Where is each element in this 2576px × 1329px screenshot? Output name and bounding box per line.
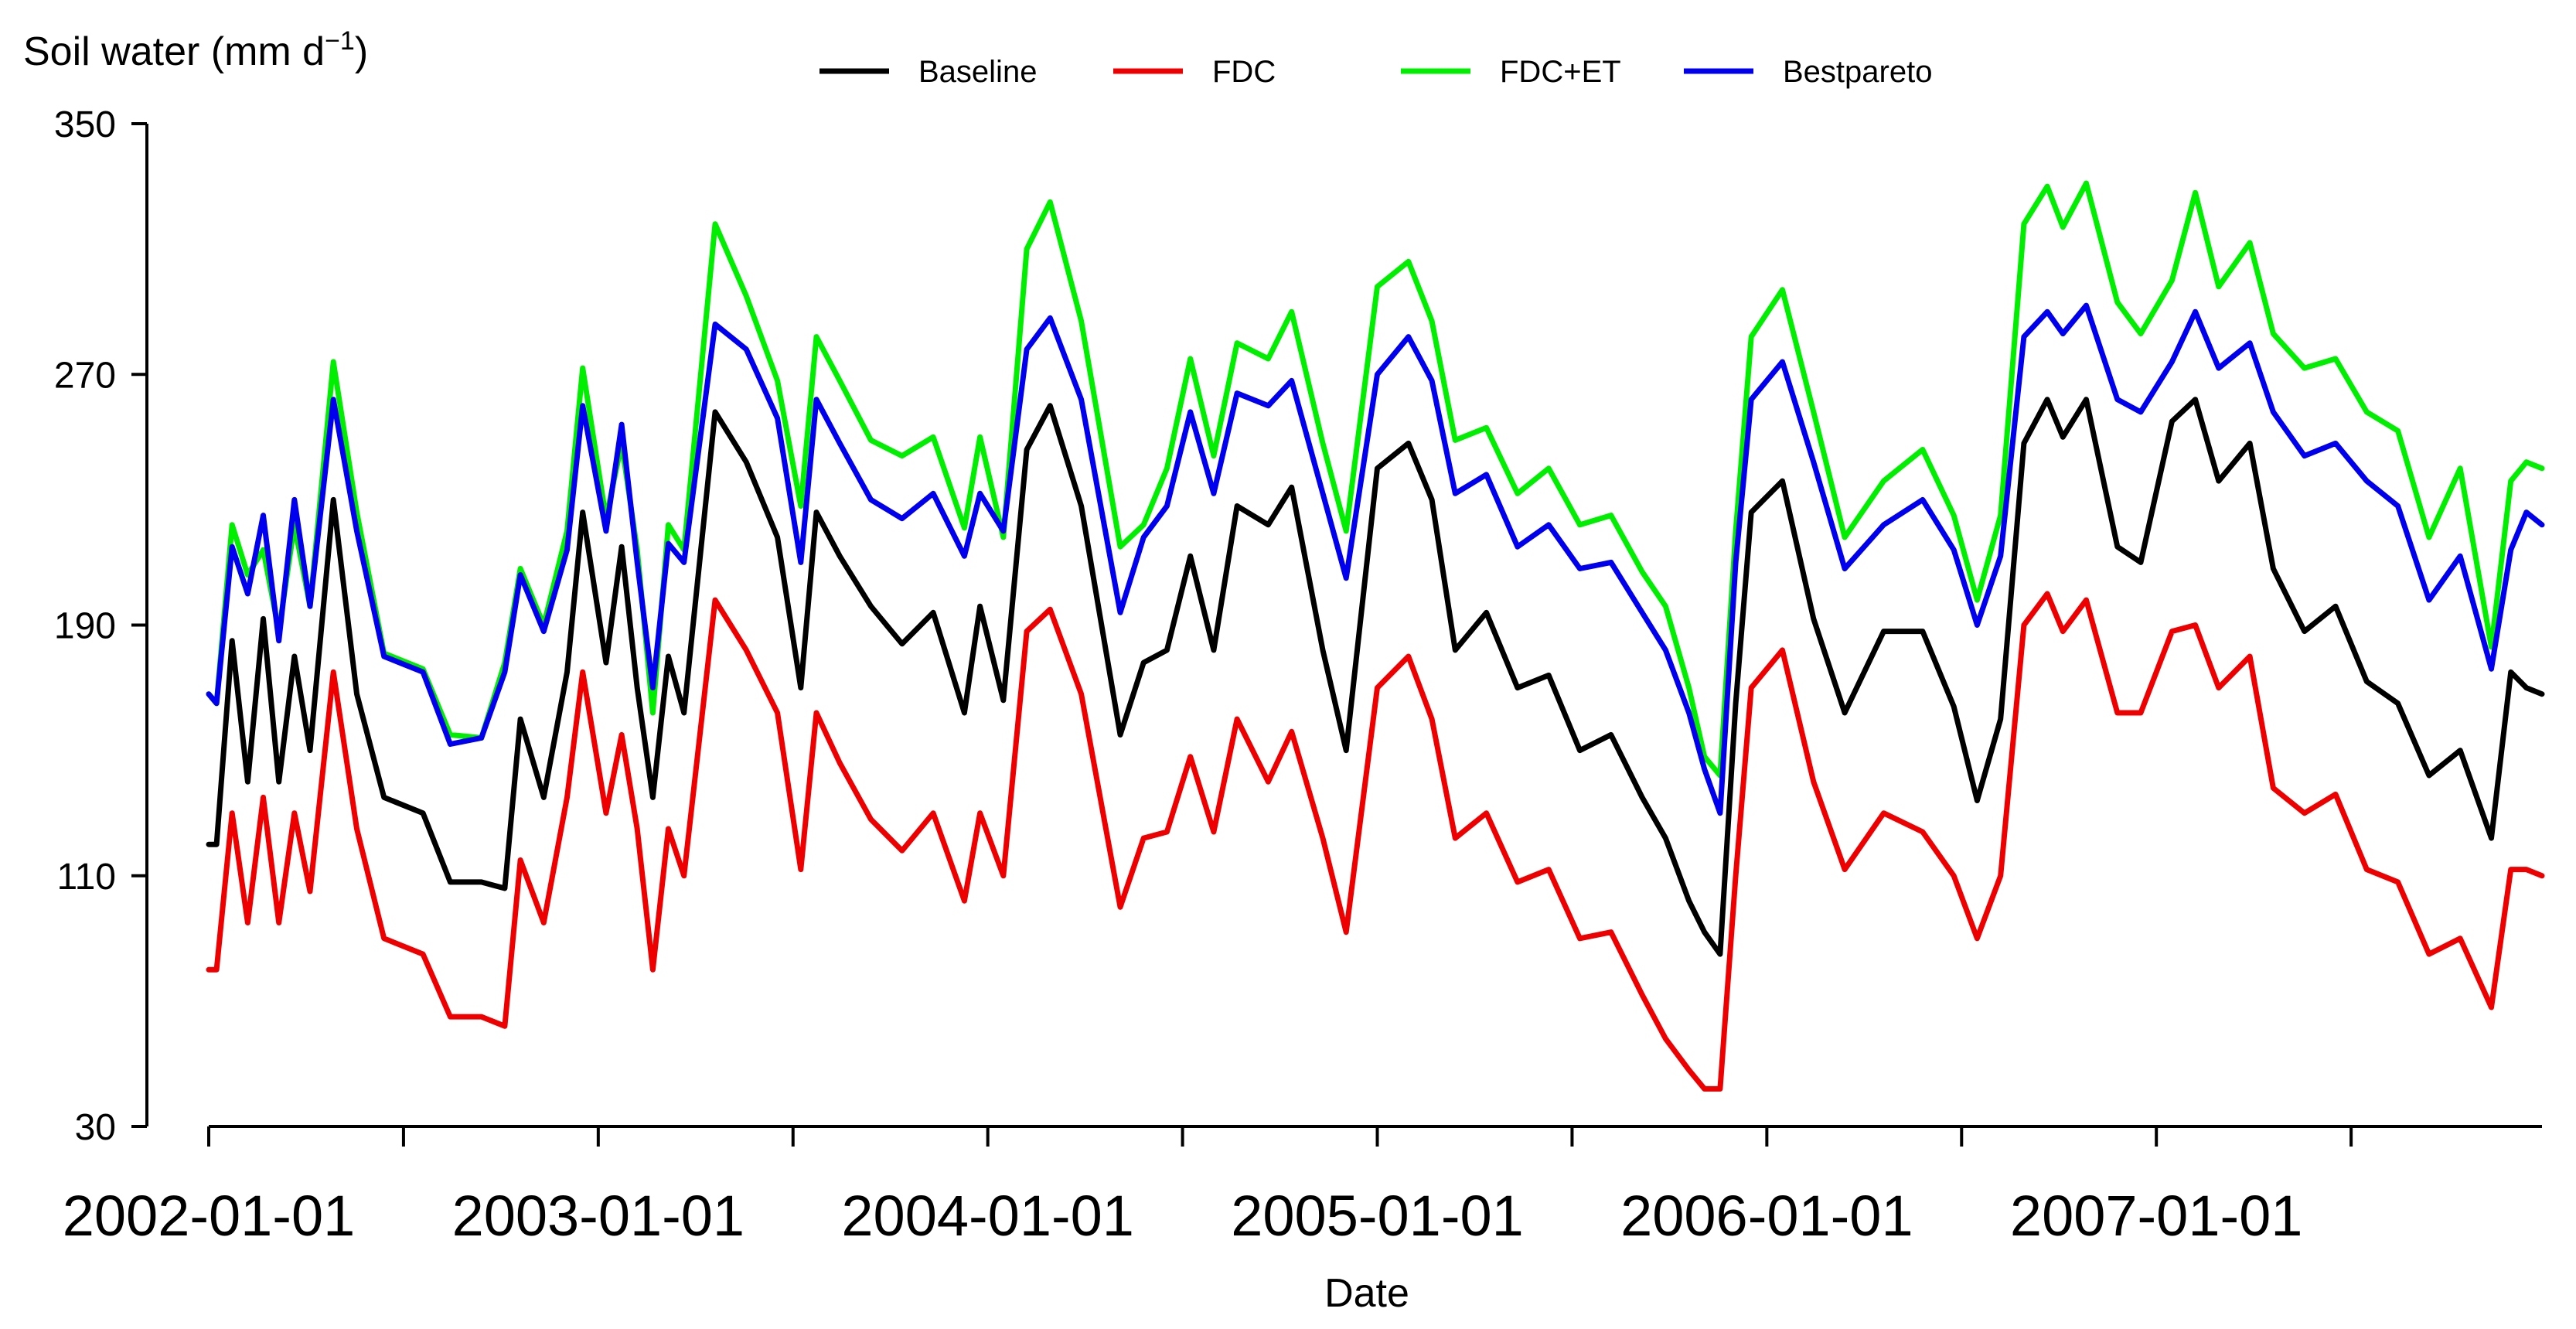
series-lines bbox=[206, 180, 2545, 1092]
y-axis-title-superscript: −1 bbox=[325, 26, 355, 56]
series-line-bestpareto bbox=[206, 302, 2545, 816]
x-tick-label-2005-01-01: 2005-01-01 bbox=[1231, 1184, 1524, 1248]
legend-label-baseline: Baseline bbox=[918, 55, 1037, 89]
y-tick-label-110: 110 bbox=[56, 857, 116, 898]
series-line-baseline bbox=[206, 397, 2545, 957]
y-tick-label-270: 270 bbox=[54, 355, 116, 396]
y-axis-title-close: ) bbox=[355, 29, 368, 74]
y-axis-title: Soil water (mm d−1) bbox=[23, 26, 368, 74]
x-tick-label-2003-01-01: 2003-01-01 bbox=[452, 1184, 745, 1248]
x-axis-ticks: 2002-01-01 2003-01-01 2004-01-01 2005-01-01… bbox=[63, 1126, 2353, 1248]
series-line-fdc bbox=[206, 591, 2545, 1092]
y-axis-ticks: 30 110 190 270 350 bbox=[54, 104, 147, 1148]
x-tick-label-2004-01-01: 2004-01-01 bbox=[841, 1184, 1134, 1248]
x-tick-label-2007-01-01: 2007-01-01 bbox=[2010, 1184, 2303, 1248]
y-tick-label-30: 30 bbox=[75, 1107, 116, 1148]
y-tick-label-190: 190 bbox=[54, 606, 116, 647]
x-axis-title: Date bbox=[1324, 1271, 1409, 1316]
legend-label-bestpareto: Bestpareto bbox=[1783, 55, 1932, 89]
legend: Baseline FDC FDC+ET Bestpareto bbox=[819, 55, 1932, 89]
x-tick-label-2006-01-01: 2006-01-01 bbox=[1620, 1184, 1913, 1248]
legend-label-fdc: FDC bbox=[1212, 55, 1276, 89]
x-tick-label-2002-01-01: 2002-01-01 bbox=[63, 1184, 356, 1248]
legend-label-fdc-et: FDC+ET bbox=[1500, 55, 1621, 89]
y-tick-label-350: 350 bbox=[54, 104, 116, 145]
